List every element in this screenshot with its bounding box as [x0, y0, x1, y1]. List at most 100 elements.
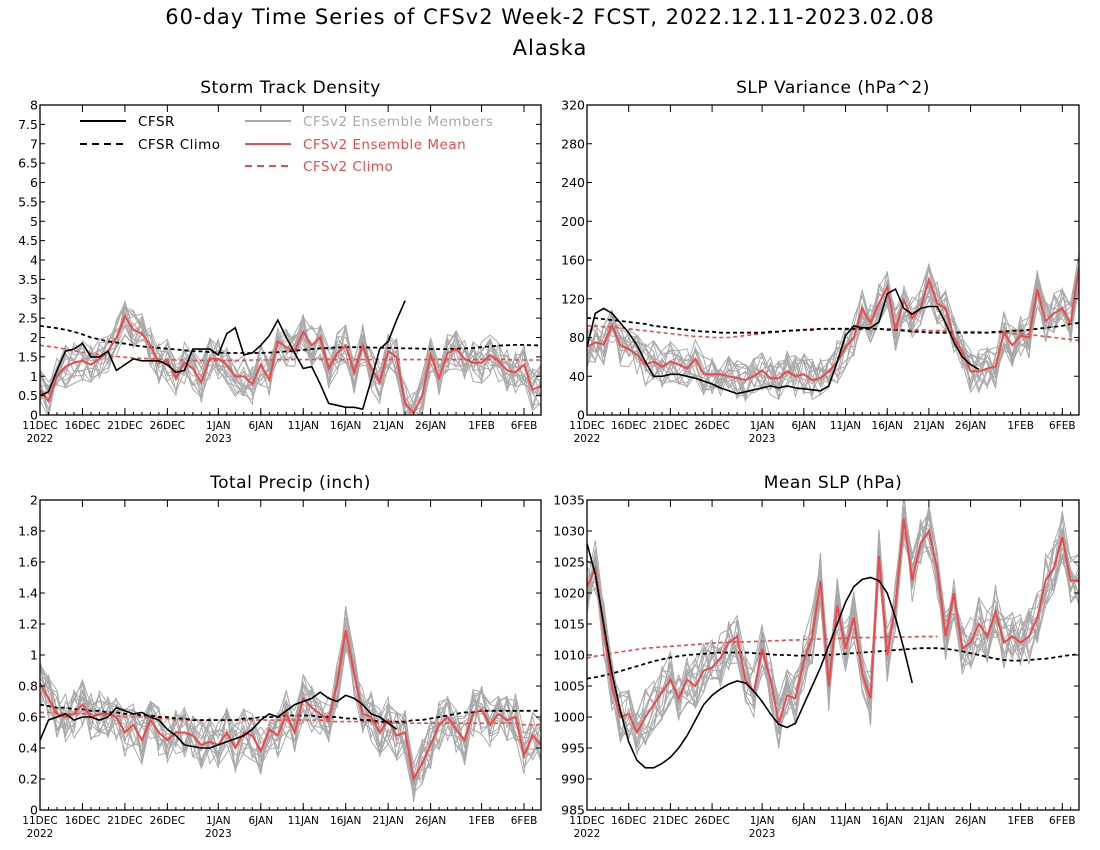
- y-tick-label: 320: [561, 98, 585, 113]
- y-tick-label: 40: [569, 369, 585, 384]
- y-tick-label: 1: [30, 648, 38, 663]
- y-tick-label: 160: [561, 253, 585, 268]
- cfsr-line: [587, 543, 913, 769]
- ensemble-member-line: [587, 500, 1079, 736]
- y-tick-label: 1.5: [18, 349, 38, 364]
- y-tick-label: 1020: [553, 586, 585, 601]
- y-tick-label: 1010: [553, 648, 585, 663]
- y-tick-label: 0.6: [18, 710, 38, 725]
- x-tick-label: 6JAN: [791, 815, 816, 827]
- y-tick-label: 4.5: [18, 233, 38, 248]
- y-tick-label: 0.2: [18, 772, 38, 787]
- x-tick-label: 16DEC: [65, 420, 100, 432]
- plot-area: [587, 500, 1079, 769]
- ensemble-mean-line: [40, 313, 541, 415]
- y-tick-label: 0: [30, 803, 38, 818]
- y-tick-label: 1015: [553, 617, 585, 632]
- cfsr-line: [587, 287, 980, 395]
- chart-panel-1: Storm Track Density 0 0.5 1 1.5 2 2.5 3 3.5 4 4.5 5…: [18, 78, 542, 445]
- y-tick-label: 0: [30, 408, 38, 423]
- chart-subtitle-region: Alaska: [512, 36, 588, 60]
- x-tick-label: 16JAN: [330, 815, 361, 827]
- x-tick-label: 6FEB: [1049, 420, 1076, 432]
- x-tick-year-label: 2023: [749, 433, 776, 445]
- y-tick-label: 1.4: [18, 586, 38, 601]
- plot-frame: [39, 499, 542, 811]
- x-tick-label: 6JAN: [791, 420, 816, 432]
- chart-title: 60-day Time Series of CFSv2 Week-2 FCST,…: [165, 5, 935, 29]
- y-tick-label: 0: [577, 408, 585, 423]
- x-tick-label: 11DEC: [22, 815, 57, 827]
- x-tick-label: 11DEC: [569, 420, 604, 432]
- x-tick-label: 6JAN: [248, 815, 273, 827]
- legend-label-ens-mean: CFSv2 Ensemble Mean: [303, 137, 466, 153]
- x-tick-label: 26DEC: [150, 420, 185, 432]
- x-tick-label: 26JAN: [415, 420, 446, 432]
- y-tick-label: 1005: [553, 679, 585, 694]
- x-tick-label: 1FEB: [468, 420, 495, 432]
- x-tick-year-label: 2023: [749, 828, 776, 840]
- x-tick-year-label: 2022: [27, 433, 54, 445]
- x-tick-label: 1FEB: [1007, 815, 1034, 827]
- chart-panel-2: SLP Variance (hPa^2) 0 40 80 120 160 200 240 280…: [561, 78, 1080, 445]
- ensemble-mean-line: [587, 266, 1079, 382]
- y-tick-label: 985: [561, 803, 585, 818]
- y-tick-label: 7.5: [18, 117, 38, 132]
- cfsr-line: [40, 691, 398, 749]
- panel-title: Mean SLP (hPa): [764, 473, 903, 493]
- x-tick-label: 11DEC: [569, 815, 604, 827]
- x-tick-label: 11JAN: [288, 815, 319, 827]
- legend-label-cfsv2-climo: CFSv2 Climo: [303, 159, 393, 175]
- ensemble-member-line: [40, 642, 541, 796]
- y-tick-label: 1.6: [18, 555, 38, 570]
- x-tick-label: 26JAN: [955, 420, 986, 432]
- ensemble-mean-line: [40, 630, 541, 782]
- ensemble-member-line: [587, 500, 1079, 719]
- y-tick-label: 3: [30, 291, 38, 306]
- ensemble-mean-line: [587, 518, 1079, 735]
- cfsr-line: [40, 300, 406, 411]
- x-tick-label: 11JAN: [830, 815, 861, 827]
- y-tick-label: 120: [561, 291, 585, 306]
- y-tick-label: 5.5: [18, 194, 38, 209]
- ensemble-member-line: [40, 308, 541, 415]
- x-tick-label: 26JAN: [955, 815, 986, 827]
- ensemble-member-line: [587, 270, 1079, 403]
- cfsr-climo-line: [40, 703, 541, 723]
- x-tick-label: 16DEC: [611, 815, 646, 827]
- y-tick-label: 1000: [553, 710, 585, 725]
- ensemble-member-line: [40, 605, 541, 794]
- y-tick-label: 2.5: [18, 311, 38, 326]
- x-tick-label: 1FEB: [1007, 420, 1034, 432]
- y-tick-label: 990: [561, 772, 585, 787]
- y-tick-label: 1.8: [18, 524, 38, 539]
- x-tick-label: 16DEC: [611, 420, 646, 432]
- x-tick-label: 16DEC: [65, 815, 100, 827]
- chart-legend: CFSR CFSR Climo CFSv2 Ensemble Members CFSv…: [80, 114, 493, 175]
- y-tick-label: 6: [30, 175, 38, 190]
- y-tick-label: 0.5: [18, 388, 38, 403]
- x-tick-label: 21JAN: [372, 815, 403, 827]
- legend-label-cfsr-climo: CFSR Climo: [138, 137, 221, 153]
- x-tick-label: 21DEC: [653, 420, 688, 432]
- y-tick-label: 995: [561, 741, 585, 756]
- y-tick-label: 8: [30, 98, 38, 113]
- y-tick-label: 0.4: [18, 741, 38, 756]
- x-tick-label: 21DEC: [653, 815, 688, 827]
- x-tick-label: 16JAN: [872, 420, 903, 432]
- y-tick-label: 5: [30, 214, 38, 229]
- plot-area: [587, 252, 1079, 403]
- x-tick-label: 16JAN: [872, 815, 903, 827]
- cfsr-climo-line: [587, 647, 1079, 680]
- ensemble-member-line: [587, 500, 1079, 755]
- y-tick-label: 6.5: [18, 156, 38, 171]
- y-tick-label: 280: [561, 136, 585, 151]
- x-tick-year-label: 2023: [205, 828, 232, 840]
- x-tick-year-label: 2022: [27, 828, 54, 840]
- x-tick-year-label: 2022: [574, 433, 601, 445]
- x-tick-label: 6FEB: [1049, 815, 1076, 827]
- x-tick-year-label: 2022: [574, 828, 601, 840]
- x-tick-label: 26DEC: [150, 815, 185, 827]
- plot-area: [40, 299, 541, 415]
